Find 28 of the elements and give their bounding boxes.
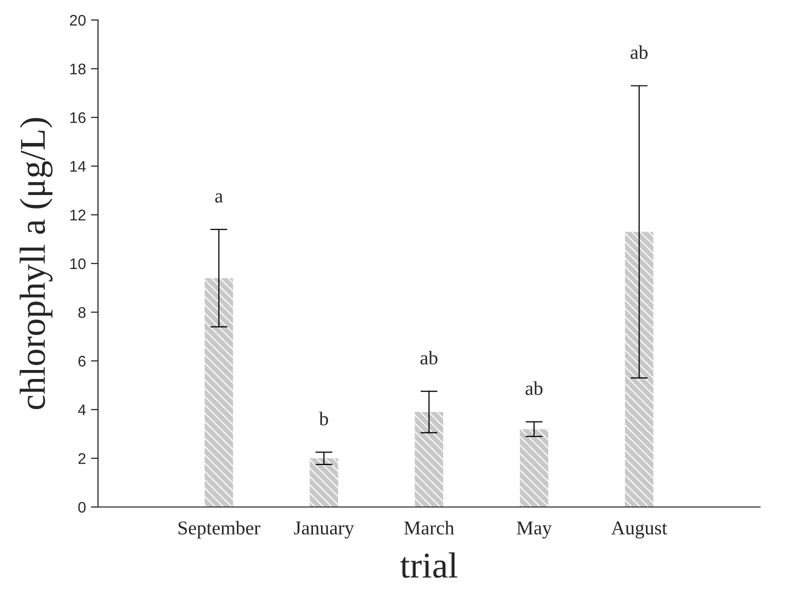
- x-tick-label: March: [404, 520, 454, 535]
- y-tick-label: 20: [70, 14, 86, 26]
- x-tick-label: August: [611, 521, 668, 539]
- annotation: b: [319, 412, 328, 426]
- y-tick-label: 0: [78, 502, 86, 513]
- y-tick-label: 4: [78, 404, 86, 416]
- y-tick-label: 14: [70, 161, 86, 172]
- bar: [624, 232, 654, 507]
- y-tick-label: 6: [78, 356, 86, 367]
- x-tick-label: May: [516, 522, 552, 539]
- x-axis-title: trial: [400, 552, 458, 578]
- annotation: ab: [630, 45, 648, 59]
- y-tick-label: 8: [78, 307, 86, 318]
- y-tick-label: 18: [70, 64, 86, 74]
- y-tick-label: 10: [70, 258, 86, 270]
- y-tick-label: 16: [70, 112, 86, 124]
- bar: [310, 458, 338, 507]
- y-tick-label: 2: [78, 453, 86, 464]
- bar: [204, 278, 234, 507]
- annotation: a: [215, 193, 223, 203]
- bar: [414, 412, 444, 507]
- y-axis-title: chlorophyll a (μg/L): [20, 118, 53, 410]
- x-tick-label: January: [294, 522, 354, 539]
- annotation: ab: [526, 381, 543, 395]
- bar: [520, 429, 548, 507]
- annotation: ab: [420, 350, 438, 365]
- y-tick-label: 12: [70, 210, 86, 220]
- x-tick-label: September: [178, 520, 260, 539]
